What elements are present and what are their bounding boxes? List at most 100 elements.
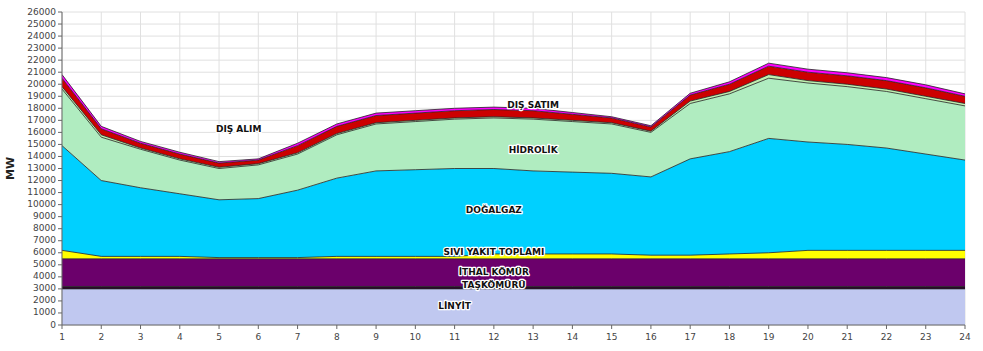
y-tick-label: 23000 bbox=[27, 43, 56, 53]
y-tick-label: 22000 bbox=[27, 55, 56, 65]
area-edge bbox=[62, 78, 965, 168]
x-tick-label: 13 bbox=[527, 332, 538, 342]
x-axis-line bbox=[62, 325, 965, 326]
x-tick bbox=[533, 325, 534, 329]
y-tick bbox=[58, 84, 62, 85]
x-tick-label: 18 bbox=[724, 332, 736, 342]
annotation: İTHAL KÖMÜR bbox=[459, 267, 529, 277]
grid-line-y bbox=[62, 48, 965, 49]
y-tick bbox=[58, 300, 62, 301]
x-tick bbox=[768, 325, 769, 329]
x-tick bbox=[925, 325, 926, 329]
x-tick-label: 12 bbox=[488, 332, 499, 342]
x-tick-label: 6 bbox=[255, 332, 261, 342]
y-tick bbox=[58, 72, 62, 73]
x-tick-label: 19 bbox=[763, 332, 775, 342]
grid bbox=[62, 12, 965, 325]
x-tick-label: 7 bbox=[295, 332, 301, 342]
area bbox=[62, 66, 965, 167]
grid-line-y bbox=[62, 12, 965, 13]
y-tick-label: 19000 bbox=[27, 91, 56, 101]
y-tick-label: 11000 bbox=[27, 187, 56, 197]
y-tick bbox=[58, 12, 62, 13]
annotation: SIVI YAKIT TOPLAMI bbox=[443, 247, 544, 257]
x-tick bbox=[336, 325, 337, 329]
y-axis-label: MW bbox=[4, 157, 17, 180]
x-tick bbox=[611, 325, 612, 329]
x-tick-label: 24 bbox=[959, 332, 971, 342]
x-tick bbox=[572, 325, 573, 329]
y-tick-label: 21000 bbox=[27, 67, 56, 77]
y-tick-label: 13000 bbox=[27, 163, 56, 173]
x-tick-label: 23 bbox=[920, 332, 931, 342]
x-tick bbox=[807, 325, 808, 329]
x-tick-label: 15 bbox=[606, 332, 617, 342]
x-tick-label: 1 bbox=[59, 332, 65, 342]
plot-area bbox=[62, 63, 965, 325]
x-tick bbox=[493, 325, 494, 329]
y-tick bbox=[58, 36, 62, 37]
x-tick bbox=[258, 325, 259, 329]
y-tick bbox=[58, 180, 62, 181]
y-tick-label: 25000 bbox=[27, 19, 56, 29]
x-tick-label: 3 bbox=[138, 332, 144, 342]
y-tick bbox=[58, 132, 62, 133]
x-tick bbox=[297, 325, 298, 329]
x-tick bbox=[690, 325, 691, 329]
y-tick-label: 0 bbox=[50, 320, 56, 330]
x-tick bbox=[415, 325, 416, 329]
y-tick-label: 3000 bbox=[33, 283, 56, 293]
grid-line-y bbox=[62, 24, 965, 25]
y-tick bbox=[58, 252, 62, 253]
y-tick-label: 6000 bbox=[33, 247, 56, 257]
axes: 0100020003000400050006000700080009000100… bbox=[27, 7, 971, 343]
x-tick-label: 20 bbox=[802, 332, 814, 342]
area-edge bbox=[62, 75, 965, 168]
y-tick bbox=[58, 276, 62, 277]
y-tick-label: 17000 bbox=[27, 115, 56, 125]
x-tick-label: 10 bbox=[410, 332, 422, 342]
area-edge bbox=[62, 66, 965, 163]
y-tick-label: 10000 bbox=[27, 199, 56, 209]
y-tick bbox=[58, 96, 62, 97]
y-tick-label: 4000 bbox=[33, 271, 56, 281]
x-tick bbox=[650, 325, 651, 329]
x-tick-label: 17 bbox=[684, 332, 695, 342]
area-edge bbox=[62, 258, 965, 259]
grid-line-y bbox=[62, 36, 965, 37]
y-tick-label: 1000 bbox=[33, 307, 56, 317]
annotation: DOĞALGAZ bbox=[466, 204, 523, 215]
x-tick-label: 9 bbox=[373, 332, 379, 342]
y-tick-label: 5000 bbox=[33, 259, 56, 269]
y-tick bbox=[58, 264, 62, 265]
y-tick-label: 24000 bbox=[27, 31, 56, 41]
area bbox=[62, 63, 965, 163]
x-tick-label: 14 bbox=[567, 332, 579, 342]
x-tick bbox=[62, 325, 63, 329]
x-tick-label: 16 bbox=[645, 332, 657, 342]
grid-line-y bbox=[62, 60, 965, 61]
annotation: LİNYİT bbox=[438, 301, 471, 311]
y-tick bbox=[58, 48, 62, 49]
x-tick-label: 11 bbox=[449, 332, 460, 342]
x-tick bbox=[729, 325, 730, 329]
y-tick bbox=[58, 24, 62, 25]
y-tick-label: 18000 bbox=[27, 103, 56, 113]
y-tick-label: 16000 bbox=[27, 127, 56, 137]
y-tick-label: 12000 bbox=[27, 175, 56, 185]
y-tick-label: 20000 bbox=[27, 79, 56, 89]
x-tick bbox=[179, 325, 180, 329]
y-tick-label: 14000 bbox=[27, 151, 56, 161]
y-tick-label: 7000 bbox=[33, 235, 56, 245]
y-tick bbox=[58, 108, 62, 109]
y-tick bbox=[58, 156, 62, 157]
area-edge bbox=[62, 63, 965, 161]
area bbox=[62, 289, 965, 325]
x-tick-label: 8 bbox=[334, 332, 340, 342]
x-tick bbox=[965, 325, 966, 329]
annotation: DIŞ SATIM bbox=[507, 100, 559, 110]
x-tick bbox=[886, 325, 887, 329]
y-tick-label: 8000 bbox=[33, 223, 56, 233]
area-edge bbox=[62, 138, 965, 199]
y-tick bbox=[58, 325, 62, 326]
